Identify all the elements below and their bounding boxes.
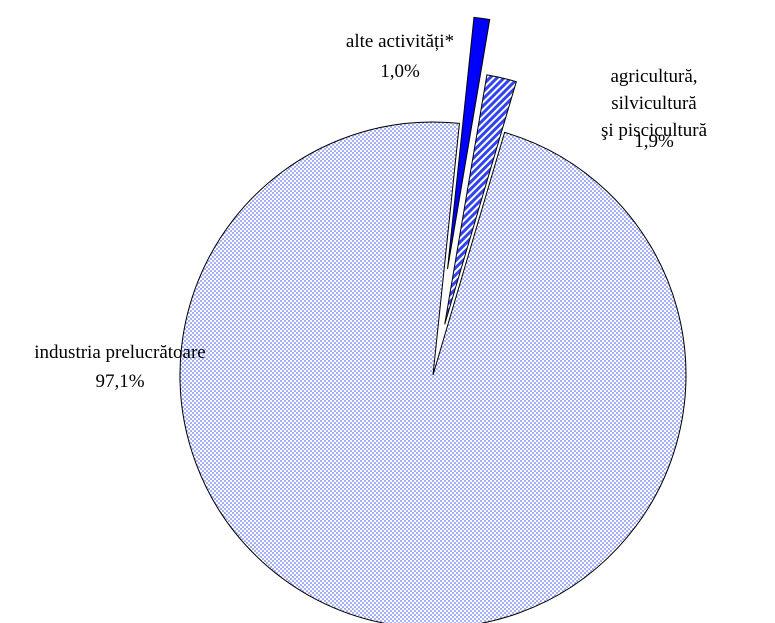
slice-label: industria prelucrătoare xyxy=(34,342,206,363)
value-label: 1,0% xyxy=(380,61,420,82)
pie-slice xyxy=(447,16,491,270)
slice-label: agricultură, silvicultură şi piscicultur… xyxy=(600,66,708,141)
value-label: 1,9% xyxy=(634,131,674,152)
pie-slice xyxy=(444,74,517,325)
value-label: 97,1% xyxy=(95,371,145,392)
slice-label: alte activități* xyxy=(345,31,455,52)
pie-slice xyxy=(179,121,687,623)
